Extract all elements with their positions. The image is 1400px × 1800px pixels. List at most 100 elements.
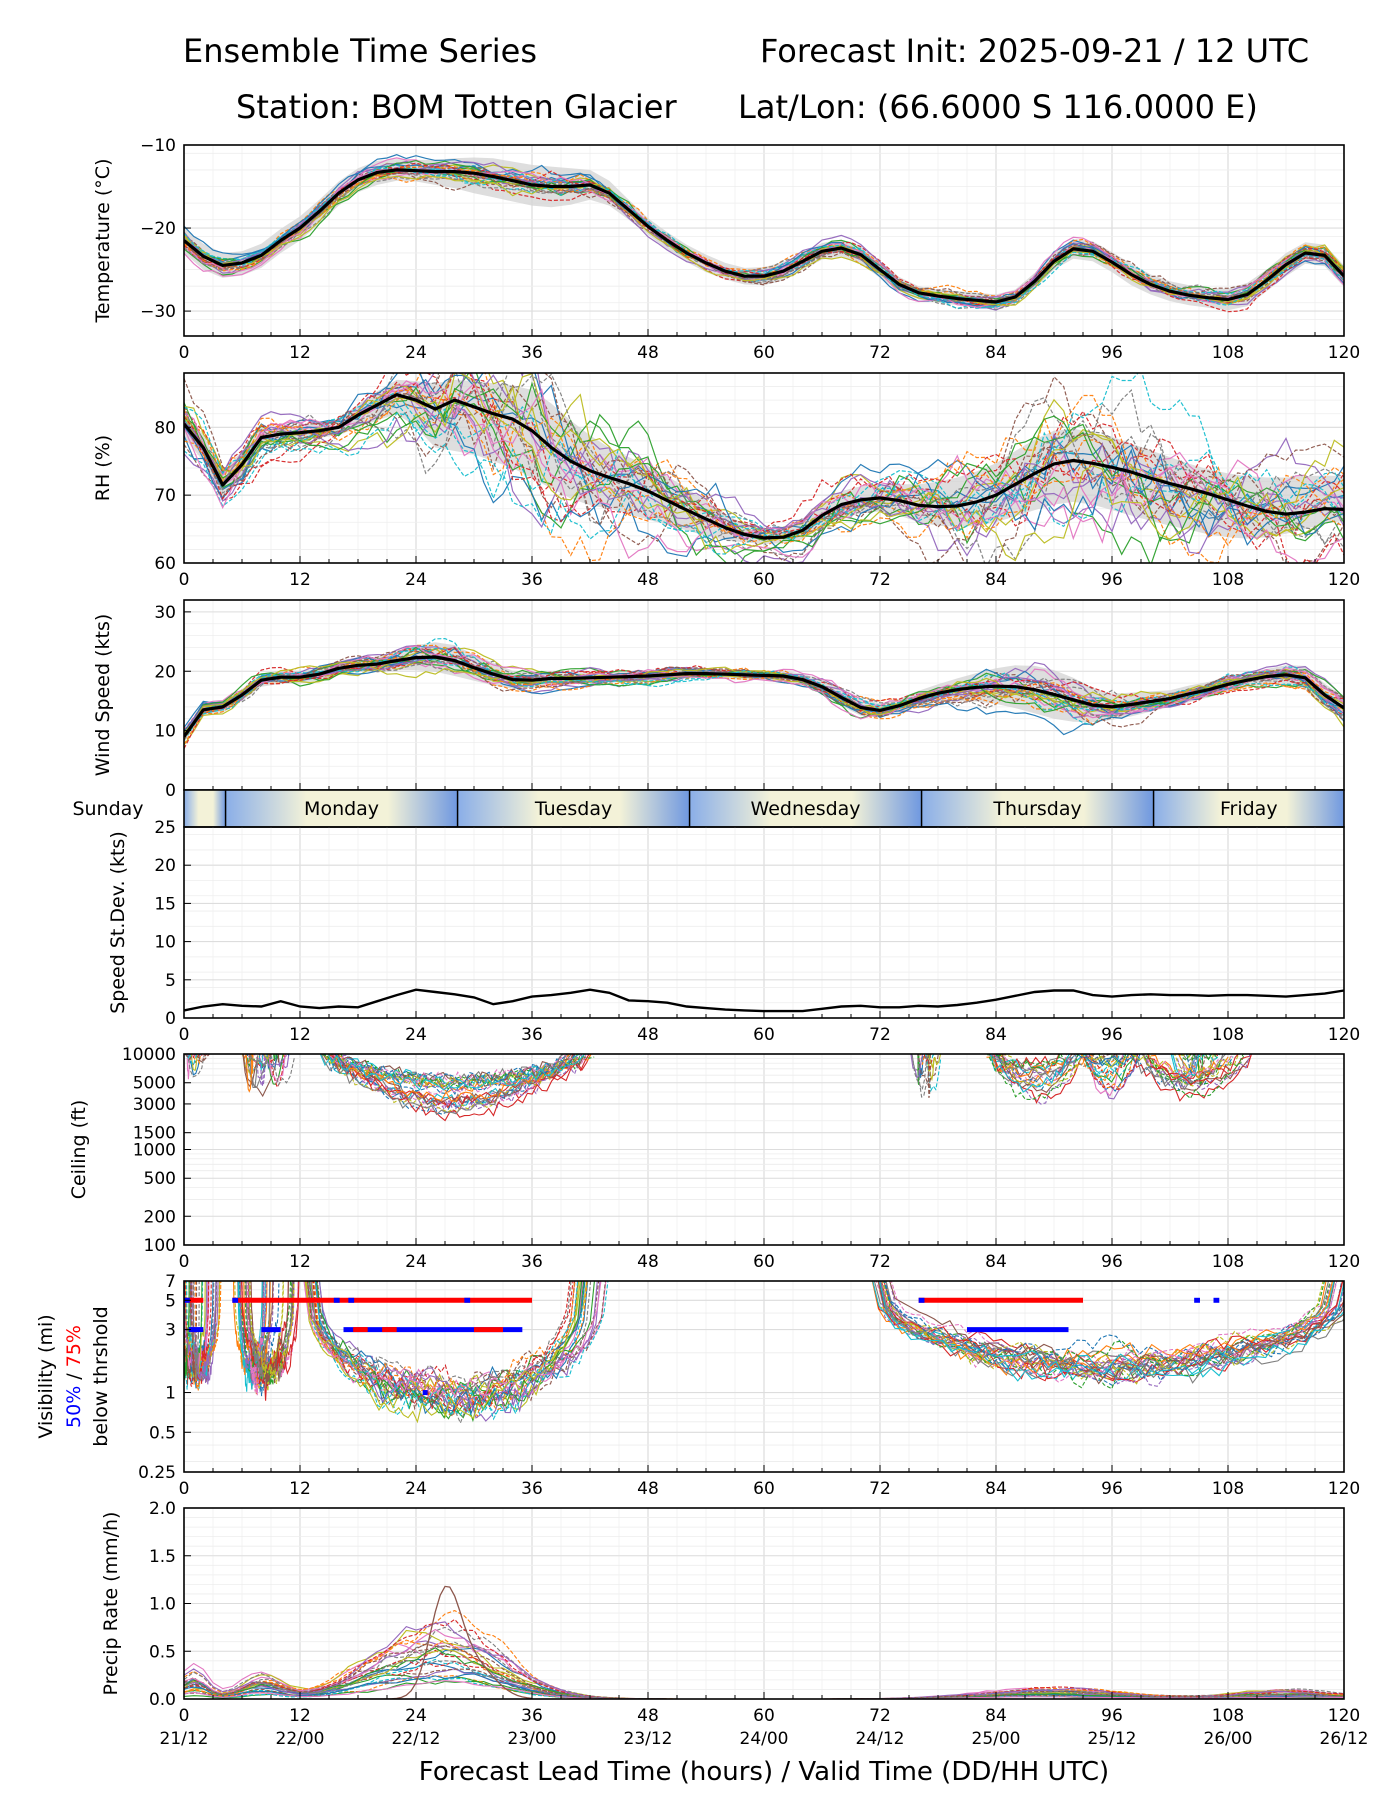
y-tick-label: 10 [154, 722, 176, 742]
member-line [184, 381, 1344, 557]
x-tick-label: 96 [1101, 1479, 1123, 1499]
member-visibility [248, 1281, 271, 1377]
member-ceiling [327, 1054, 575, 1084]
y-tick-label: 30 [154, 603, 176, 623]
member-ceiling [192, 1054, 202, 1065]
member-ceiling [1143, 1054, 1251, 1091]
x-tick-label: 48 [637, 1706, 659, 1726]
x-valid-time-label: 21/12 [160, 1729, 209, 1749]
member-ceiling [1089, 1054, 1139, 1100]
ensemble-mean-line [184, 168, 1344, 304]
member-ceiling [989, 1054, 1071, 1093]
member-ceiling [986, 1056, 1068, 1078]
x-tick-label: 0 [179, 1252, 190, 1272]
member-visibility [316, 1281, 606, 1411]
member-ceiling [185, 1054, 198, 1066]
panel-wind_speed: 0 10 20 30 Wind Speed (kts) [92, 599, 1345, 801]
member-ceiling [1073, 1054, 1117, 1065]
y-axis-label: Temperature (°C) [92, 159, 114, 324]
y-tick-label: 3 [165, 1321, 176, 1341]
y-tick-label: 3000 [133, 1095, 176, 1115]
x-tick-label: 84 [985, 343, 1007, 363]
member-visibility [184, 1281, 217, 1380]
day-cell [457, 790, 690, 827]
x-tick-label: 60 [753, 343, 775, 363]
x-tick-label: 48 [637, 343, 659, 363]
x-tick-label: 120 [1328, 1025, 1360, 1045]
axes: 0 12 24 36 48 60 72 84 96 108 120 100 200 500 10001500… [122, 1045, 1360, 1272]
x-tick-label: 48 [637, 1025, 659, 1045]
member-visibility [885, 1281, 1344, 1379]
title-left: Ensemble Time Series [183, 32, 537, 70]
panel-ceiling: 0 12 24 36 48 60 72 84 96 108 120 100 200 500 10001500… [68, 1045, 1360, 1272]
member-ceiling [1146, 1054, 1244, 1100]
x-tick-label: 84 [985, 1479, 1007, 1499]
x-tick-label: 24 [405, 1706, 427, 1726]
x-tick-label: 48 [637, 1252, 659, 1272]
x-tick-label: 60 [753, 1706, 775, 1726]
member-line [184, 385, 1344, 562]
member-visibility [314, 1281, 579, 1421]
axes: 0 12 24 36 48 60 72 84 96 108 120 0.25 0.5 1 3 57 [138, 1272, 1360, 1499]
member-ceiling [1185, 1054, 1198, 1074]
member-ceiling [911, 1054, 931, 1078]
member-ceiling [334, 1054, 576, 1086]
member-ceiling [327, 1054, 580, 1089]
member-visibility [880, 1281, 1330, 1384]
member-ceiling [927, 1054, 935, 1082]
x-axis-title: Forecast Lead Time (hours) / Valid Time … [419, 1757, 1109, 1787]
member-ceiling [268, 1054, 286, 1084]
x-tick-label: 60 [753, 1025, 775, 1045]
member-line [184, 160, 1344, 307]
axes: 0.0 0.5 1.0 1.5 2.0 [149, 1499, 1345, 1710]
x-tick-label: 60 [753, 1252, 775, 1272]
ensemble-mean-line [184, 655, 1344, 738]
member-ceiling [277, 1054, 280, 1064]
plot-area [184, 154, 1344, 313]
member-ceiling [1079, 1054, 1145, 1069]
x-tick-label: 120 [1328, 343, 1360, 363]
member-ceiling [1000, 1054, 1083, 1088]
member-visibility [313, 1281, 576, 1405]
member-ceiling [1002, 1054, 1071, 1089]
member-visibility [875, 1281, 1335, 1371]
member-visibility [305, 1281, 581, 1424]
member-line [184, 645, 1344, 735]
member-visibility [883, 1281, 1343, 1372]
member-visibility [889, 1281, 1344, 1385]
x-tick-label: 24 [405, 570, 427, 590]
member-ceiling [1146, 1054, 1240, 1086]
member-visibility [304, 1281, 580, 1412]
member-line [184, 373, 1344, 544]
member-ceiling [186, 1054, 205, 1078]
x-tick-label: 60 [753, 570, 775, 590]
y-tick-label: 0 [165, 1009, 176, 1029]
panel-visibility: 0 12 24 36 48 60 72 84 96 108 120 0.25 0.5 1 3 57 Visibi… [35, 1272, 1360, 1499]
x-tick-label: 108 [1212, 1252, 1244, 1272]
member-visibility [312, 1281, 576, 1411]
member-line [184, 373, 1344, 563]
member-visibility [878, 1281, 1344, 1387]
member-visibility [246, 1281, 265, 1396]
member-visibility [872, 1281, 1344, 1383]
x-tick-label: 36 [521, 1252, 543, 1272]
x-tick-label: 84 [985, 1252, 1007, 1272]
member-ceiling [928, 1054, 942, 1070]
x-tick-label: 0 [179, 1706, 190, 1726]
member-ceiling [1174, 1054, 1196, 1072]
member-ceiling [190, 1054, 198, 1071]
y-tick-label: 2.0 [149, 1499, 176, 1519]
y-axis-label: Speed St.Dev. (kts) [107, 831, 129, 1014]
day-label: Friday [1220, 798, 1278, 820]
member-ceiling [320, 1054, 568, 1116]
member-ceiling [186, 1057, 191, 1080]
member-line [184, 167, 1344, 306]
x-tick-label: 120 [1328, 1479, 1360, 1499]
ensemble-mean-line [184, 393, 1344, 540]
x-valid-time-label: 24/00 [740, 1729, 789, 1749]
member-ceiling [988, 1054, 1070, 1069]
x-tick-label: 12 [289, 1252, 311, 1272]
y-axis-label: Precip Rate (mm/h) [100, 1512, 122, 1696]
panel-temperature: 0 12 24 36 48 60 72 84 96 108 120 −10 −20 −30 Temperat… [92, 136, 1360, 363]
